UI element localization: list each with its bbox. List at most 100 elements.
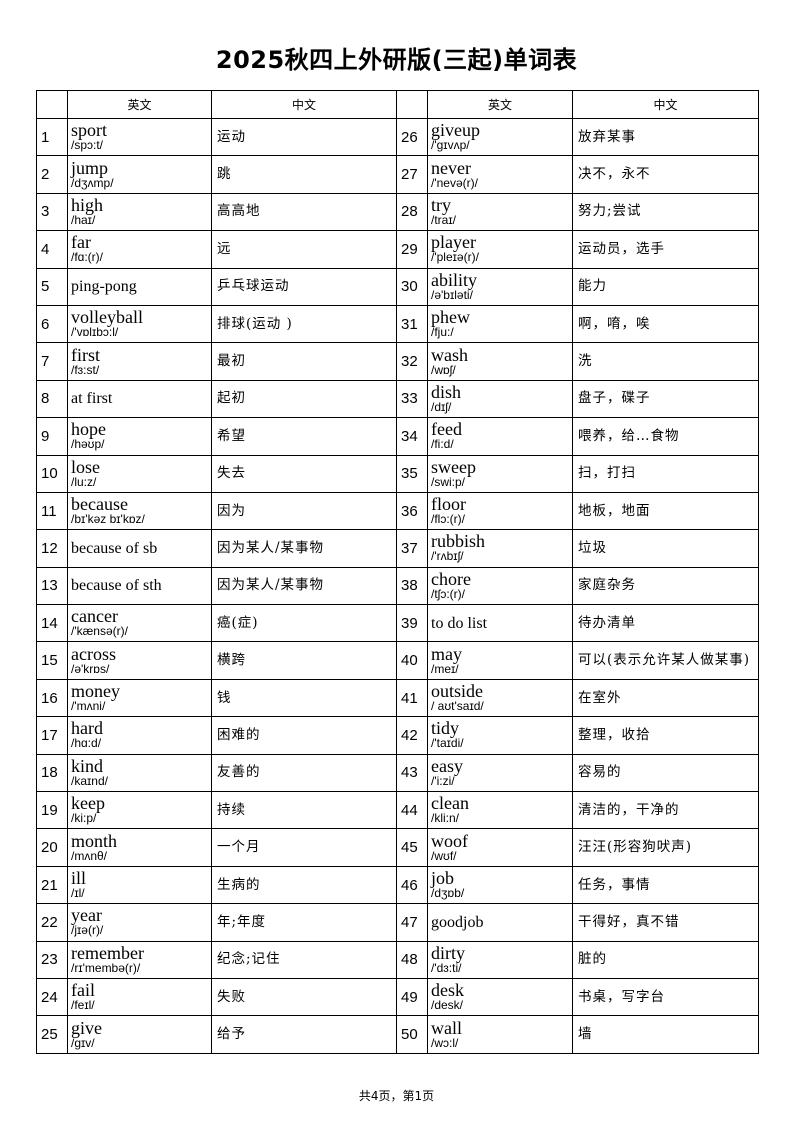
- word-chinese: 失去: [211, 454, 397, 493]
- word-chinese: 墙: [572, 1015, 759, 1054]
- word-english-cell: across/ə'krɒs/: [67, 641, 212, 680]
- word-phonetic: /lu:z/: [71, 474, 97, 489]
- word-chinese: 放弃某事: [572, 117, 759, 157]
- word-number: 30: [396, 267, 428, 306]
- word-number: 43: [396, 753, 428, 793]
- word-english: high: [71, 194, 104, 215]
- table-row: 12 because of sb 因为某人/某事物 37 rubbish/'rʌbɪʃ/…: [36, 529, 759, 568]
- word-phonetic: /'vɒlɪbɔ:l/: [71, 325, 119, 340]
- word-english-cell: job/dʒɒb/: [427, 865, 573, 905]
- table-row: 15 across/ə'krɒs/横跨 40 may/meɪ/可以(表示允许某人做某事…: [36, 641, 759, 680]
- word-chinese: 整理，收拾: [572, 716, 759, 755]
- word-english-cell: never/'nevə(r)/: [427, 155, 573, 194]
- word-phonetic: /wɔ:l/: [431, 1035, 459, 1050]
- word-chinese: 扫，打扫: [572, 454, 759, 493]
- table-row: 11 because/bɪ'kəz bɪ'kɒz/因为 36 floor/flɔ:(r…: [36, 491, 759, 531]
- word-phonetic: /'kænsə(r)/: [71, 624, 128, 639]
- vocabulary-table: 英文 中文 英文 中文 1 sport/spɔ:t/运动 26 giveup/'gɪv…: [36, 90, 759, 1054]
- word-english-cell: to do list: [427, 604, 573, 643]
- word-chinese: 希望: [211, 417, 397, 456]
- word-number: 31: [396, 304, 428, 344]
- word-chinese: 远: [211, 230, 397, 269]
- header-english-left: 英文: [67, 90, 212, 119]
- word-english: ability: [431, 269, 477, 290]
- word-english-cell: rubbish/'rʌbɪʃ/: [427, 529, 573, 568]
- word-number: 42: [396, 716, 428, 755]
- word-chinese: 因为某人/某事物: [211, 566, 397, 606]
- word-number: 33: [396, 379, 428, 419]
- word-english: clean: [431, 793, 469, 814]
- word-chinese: 最初: [211, 342, 397, 381]
- word-english-cell: sweep/swi:p/: [427, 454, 573, 493]
- word-phonetic: /rɪ'membə(r)/: [71, 960, 141, 975]
- word-number: 1: [36, 117, 68, 157]
- word-english: giveup: [431, 120, 480, 141]
- word-chinese: 纪念;记住: [211, 940, 397, 979]
- word-number: 37: [396, 529, 428, 568]
- table-row: 25 give/gɪv/给予 50 wall/wɔ:l/墙: [36, 1015, 759, 1054]
- word-number: 16: [36, 678, 68, 718]
- word-english-cell: far/fɑ:(r)/: [67, 230, 212, 269]
- word-english-cell: year/jɪə(r)/: [67, 903, 212, 942]
- word-english-cell: easy/'i:zi/: [427, 753, 573, 793]
- word-english: easy: [431, 755, 463, 776]
- word-chinese: 给予: [211, 1015, 397, 1054]
- word-chinese: 盘子，碟子: [572, 379, 759, 419]
- word-number: 46: [396, 865, 428, 905]
- word-phonetic: /swi:p/: [431, 474, 466, 489]
- word-number: 20: [36, 828, 68, 867]
- word-chinese: 一个月: [211, 828, 397, 867]
- word-number: 35: [396, 454, 428, 493]
- word-phonetic: /kaɪnd/: [71, 773, 108, 788]
- word-chinese: 汪汪(形容狗吠声): [572, 828, 759, 867]
- word-english: keep: [71, 793, 105, 814]
- word-english-cell: tidy/'taɪdi/: [427, 716, 573, 755]
- header-chinese-right: 中文: [572, 90, 759, 119]
- table-row: 18 kind/kaɪnd/友善的 43 easy/'i:zi/容易的: [36, 753, 759, 793]
- word-number: 50: [396, 1015, 428, 1054]
- word-chinese: 喂养，给…食物: [572, 417, 759, 456]
- word-english-cell: dirty/'dɜ:ti/: [427, 940, 573, 979]
- word-phonetic: /traɪ/: [431, 212, 456, 227]
- word-number: 17: [36, 716, 68, 755]
- word-number: 13: [36, 566, 68, 606]
- word-chinese: 起初: [211, 379, 397, 419]
- word-phonetic: /feɪl/: [71, 998, 95, 1013]
- word-english: hard: [71, 718, 103, 739]
- word-english-cell: may/meɪ/: [427, 641, 573, 680]
- word-chinese: 清洁的，干净的: [572, 791, 759, 830]
- word-chinese: 乒乓球运动: [211, 267, 397, 306]
- word-english: desk: [431, 980, 464, 1001]
- word-english: sweep: [431, 456, 476, 477]
- word-english-cell: because of sth: [67, 566, 212, 606]
- word-english-cell: remember/rɪ'membə(r)/: [67, 940, 212, 979]
- word-chinese: 跳: [211, 155, 397, 194]
- word-phonetic: /desk/: [431, 998, 464, 1013]
- word-number: 10: [36, 454, 68, 493]
- word-english-cell: because of sb: [67, 529, 212, 568]
- word-phonetic: /fɑ:(r)/: [71, 250, 103, 265]
- word-english-cell: month/mʌnθ/: [67, 828, 212, 867]
- word-english-cell: floor/flɔ:(r)/: [427, 491, 573, 531]
- word-number: 4: [36, 230, 68, 269]
- table-row: 19 keep/ki:p/持续 44 clean/kli:n/清洁的，干净的: [36, 791, 759, 830]
- word-english-cell: at first: [67, 379, 212, 419]
- word-english: rubbish: [431, 531, 485, 552]
- word-chinese: 能力: [572, 267, 759, 306]
- word-number: 48: [396, 940, 428, 979]
- word-english-cell: ping-pong: [67, 267, 212, 306]
- word-english: player: [431, 232, 476, 253]
- word-english-cell: kind/kaɪnd/: [67, 753, 212, 793]
- word-chinese: 任务，事情: [572, 865, 759, 905]
- word-english: chore: [431, 568, 471, 589]
- word-number: 25: [36, 1015, 68, 1054]
- word-english: because of sth: [71, 577, 162, 595]
- table-row: 20 month/mʌnθ/一个月 45 woof/wʊf/汪汪(形容狗吠声): [36, 828, 759, 867]
- word-chinese: 运动: [211, 117, 397, 157]
- table-row: 21 ill/ɪl/生病的 46 job/dʒɒb/任务，事情: [36, 865, 759, 905]
- header-row: 英文 中文 英文 中文: [36, 90, 759, 119]
- word-english: because: [71, 494, 128, 515]
- word-english: never: [431, 157, 471, 178]
- word-chinese: 努力;尝试: [572, 192, 759, 232]
- word-number: 24: [36, 977, 68, 1017]
